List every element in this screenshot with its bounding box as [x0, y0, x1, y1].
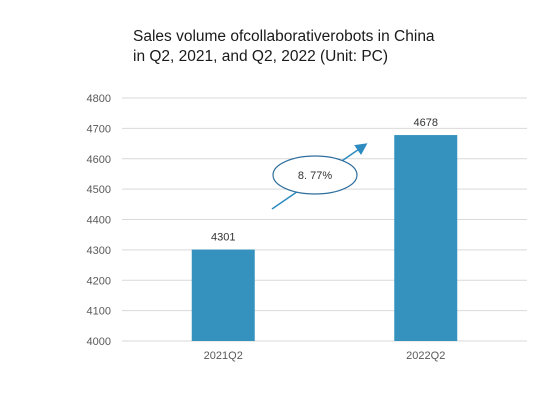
growth-rate-label: 8. 77%	[298, 170, 332, 182]
y-tick-label: 4800	[87, 93, 111, 105]
bars	[191, 135, 458, 341]
bar	[394, 135, 458, 341]
data-labels: 4301 4678	[211, 117, 438, 244]
bar-value-label: 4678	[414, 117, 438, 129]
chart-title-line-2: in Q2, 2021, and Q2, 2022 (Unit: PC)	[133, 48, 389, 65]
chart-title: Sales volume ofcollaborativerobots in Ch…	[133, 27, 533, 67]
y-tick-label: 4700	[87, 123, 111, 135]
x-tick-label: 2022Q2	[406, 350, 445, 362]
gridlines	[122, 97, 527, 342]
bar-value-label: 4301	[211, 232, 235, 244]
chart-title-line-1: Sales volume ofcollaborativerobots in Ch…	[133, 28, 435, 45]
bar	[191, 249, 255, 341]
y-tick-label: 4400	[87, 215, 111, 227]
growth-annotation: 8. 77%	[271, 143, 368, 210]
y-tick-label: 4300	[87, 245, 111, 257]
x-tick-label: 2021Q2	[204, 350, 243, 362]
y-tick-label: 4500	[87, 184, 111, 196]
growth-ellipse	[272, 155, 358, 195]
y-axis-ticks: 4000 4100 4200 4300 4400 4500 4600 4700 4800	[87, 93, 111, 348]
y-tick-label: 4600	[87, 154, 111, 166]
y-tick-label: 4100	[87, 306, 111, 318]
y-tick-label: 4200	[87, 275, 111, 287]
y-tick-label: 4000	[87, 336, 111, 348]
x-axis-ticks: 2021Q2 2022Q2	[204, 350, 446, 362]
